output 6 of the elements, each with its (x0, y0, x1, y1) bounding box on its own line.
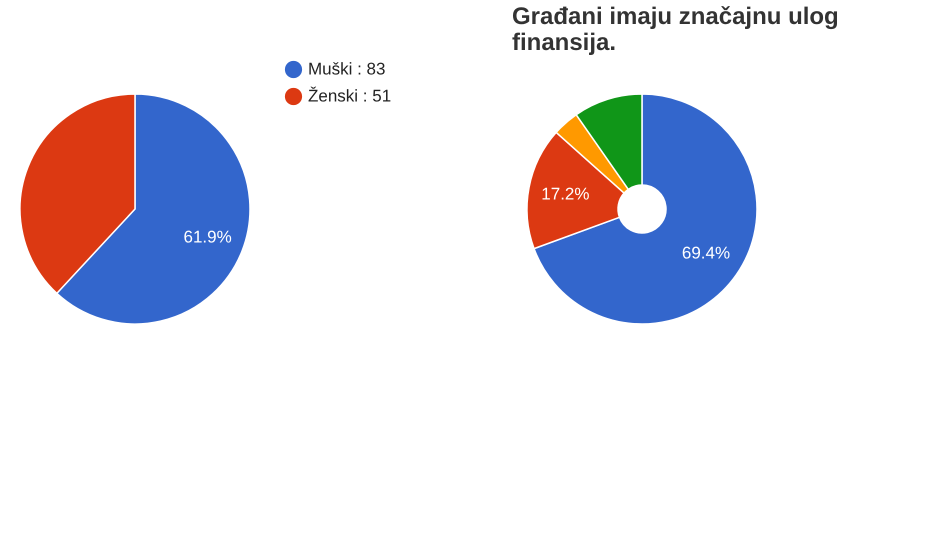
data-label: 69.4% (682, 244, 730, 263)
legend-label: Muški : 83 (308, 60, 386, 78)
chart-title: Građani imaju značajnu ulog finansija. (512, 3, 839, 56)
legend-label: Ženski : 51 (308, 86, 392, 106)
data-label: 17.2% (541, 184, 590, 204)
data-label: 61.9% (184, 227, 232, 246)
